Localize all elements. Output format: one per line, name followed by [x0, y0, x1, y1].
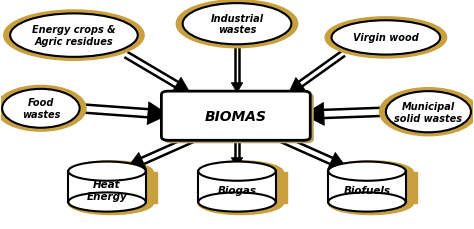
Ellipse shape	[328, 192, 413, 215]
Bar	[202, 172, 287, 203]
Text: Energy crops &
Agric residues: Energy crops & Agric residues	[32, 25, 116, 47]
Bar	[328, 171, 406, 202]
Ellipse shape	[4, 12, 144, 60]
Text: Biofuels: Biofuels	[344, 185, 391, 195]
Ellipse shape	[328, 162, 406, 181]
Ellipse shape	[68, 193, 146, 212]
Ellipse shape	[0, 87, 85, 131]
FancyBboxPatch shape	[164, 94, 313, 143]
Polygon shape	[172, 78, 190, 93]
Bar	[68, 171, 146, 202]
Ellipse shape	[198, 192, 283, 215]
Ellipse shape	[328, 193, 406, 212]
Ellipse shape	[68, 161, 154, 184]
Ellipse shape	[2, 90, 80, 128]
Polygon shape	[147, 102, 168, 125]
Polygon shape	[231, 83, 243, 93]
Ellipse shape	[68, 162, 146, 181]
Text: Heat
Energy: Heat Energy	[87, 180, 128, 201]
Ellipse shape	[331, 21, 440, 55]
Ellipse shape	[386, 92, 471, 133]
Text: Biogas: Biogas	[218, 185, 256, 195]
Bar	[332, 172, 417, 203]
Text: Food
wastes: Food wastes	[22, 98, 60, 120]
Ellipse shape	[326, 19, 446, 58]
Polygon shape	[289, 78, 305, 93]
Ellipse shape	[328, 161, 413, 184]
Ellipse shape	[198, 161, 283, 184]
Polygon shape	[303, 103, 324, 126]
Ellipse shape	[10, 14, 138, 58]
Bar	[72, 172, 157, 203]
Polygon shape	[128, 153, 146, 170]
Ellipse shape	[182, 4, 292, 45]
Text: BIOMAS: BIOMAS	[205, 109, 267, 123]
Ellipse shape	[198, 193, 276, 212]
Polygon shape	[231, 158, 243, 168]
Polygon shape	[328, 153, 346, 170]
Text: Industrial
wastes: Industrial wastes	[210, 14, 264, 35]
FancyBboxPatch shape	[161, 92, 310, 141]
Bar	[198, 171, 276, 202]
Ellipse shape	[380, 89, 474, 135]
Ellipse shape	[177, 1, 297, 48]
Text: Virgin wood: Virgin wood	[353, 33, 419, 43]
Text: Municipal
solid wastes: Municipal solid wastes	[394, 101, 463, 123]
Ellipse shape	[68, 192, 154, 215]
Ellipse shape	[198, 162, 276, 181]
